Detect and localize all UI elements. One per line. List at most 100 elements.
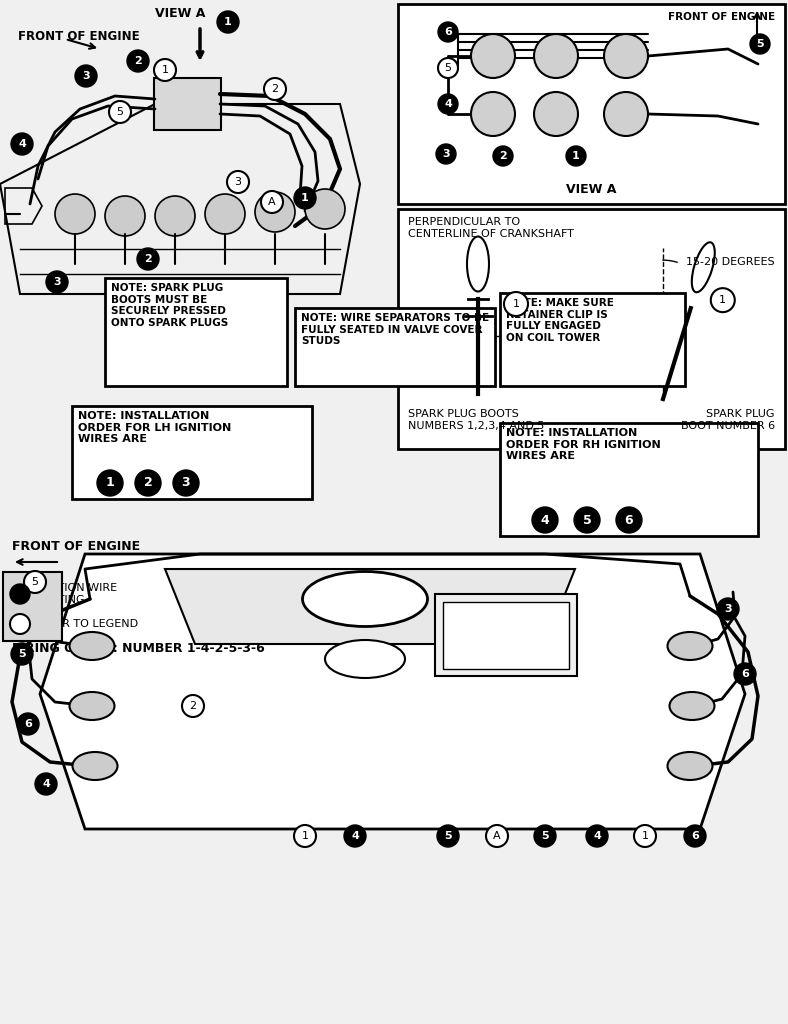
Circle shape <box>734 663 756 685</box>
Circle shape <box>217 11 239 33</box>
Circle shape <box>604 34 648 78</box>
Circle shape <box>534 92 578 136</box>
FancyBboxPatch shape <box>105 278 287 386</box>
Text: VIEW A: VIEW A <box>154 7 205 20</box>
Circle shape <box>264 78 286 100</box>
Circle shape <box>574 507 600 534</box>
Text: NOTE: WIRE SEPARATORS TO BE
FULLY SEATED IN VALVE COVER
STUDS: NOTE: WIRE SEPARATORS TO BE FULLY SEATED… <box>301 313 489 346</box>
Circle shape <box>55 194 95 234</box>
FancyBboxPatch shape <box>500 293 685 386</box>
Polygon shape <box>40 554 745 829</box>
Text: 6: 6 <box>24 719 32 729</box>
Circle shape <box>205 194 245 234</box>
Ellipse shape <box>667 752 712 780</box>
Text: 1: 1 <box>224 17 232 27</box>
Text: A: A <box>268 197 276 207</box>
FancyBboxPatch shape <box>443 602 569 669</box>
Ellipse shape <box>667 632 712 660</box>
Circle shape <box>109 101 131 123</box>
Circle shape <box>182 695 204 717</box>
Text: NOTE: MAKE SURE
RETAINER CLIP IS
FULLY ENGAGED
ON COIL TOWER: NOTE: MAKE SURE RETAINER CLIP IS FULLY E… <box>506 298 614 343</box>
Text: 3: 3 <box>235 177 241 187</box>
Circle shape <box>97 470 123 496</box>
Text: 1: 1 <box>512 299 519 309</box>
Circle shape <box>135 470 161 496</box>
Text: 3: 3 <box>182 476 191 489</box>
Circle shape <box>750 34 770 54</box>
Text: NOTE: INSTALLATION
ORDER FOR RH IGNITION
WIRES ARE: NOTE: INSTALLATION ORDER FOR RH IGNITION… <box>506 428 661 461</box>
Text: SPARK PLUG BOOTS
NUMBERS 1,2,3,4 AND 5: SPARK PLUG BOOTS NUMBERS 1,2,3,4 AND 5 <box>408 410 545 431</box>
Text: 5: 5 <box>756 39 764 49</box>
FancyBboxPatch shape <box>435 594 577 676</box>
Circle shape <box>534 825 556 847</box>
Text: 3: 3 <box>82 71 90 81</box>
Text: FRONT OF ENGINE: FRONT OF ENGINE <box>12 541 140 554</box>
Ellipse shape <box>467 237 489 292</box>
Text: 3: 3 <box>724 604 732 614</box>
Circle shape <box>255 193 295 232</box>
Circle shape <box>46 271 68 293</box>
Circle shape <box>471 92 515 136</box>
Text: 1: 1 <box>641 831 649 841</box>
Text: 5: 5 <box>541 831 548 841</box>
Circle shape <box>11 643 33 665</box>
Circle shape <box>532 507 558 534</box>
Text: 2: 2 <box>143 476 152 489</box>
Text: SPARK PLUG
BOOT NUMBER 6: SPARK PLUG BOOT NUMBER 6 <box>681 410 775 431</box>
Circle shape <box>261 191 283 213</box>
FancyBboxPatch shape <box>3 572 62 641</box>
Text: PERPENDICULAR TO
CENTERLINE OF CRANKSHAFT: PERPENDICULAR TO CENTERLINE OF CRANKSHAF… <box>408 217 574 239</box>
Circle shape <box>438 58 458 78</box>
Circle shape <box>10 584 30 604</box>
Text: VIEW A: VIEW A <box>567 183 617 196</box>
FancyBboxPatch shape <box>154 78 221 130</box>
Text: 4: 4 <box>541 513 549 526</box>
Text: 5: 5 <box>117 106 124 117</box>
Text: 6: 6 <box>741 669 749 679</box>
Text: 6: 6 <box>625 513 634 526</box>
Circle shape <box>35 773 57 795</box>
Circle shape <box>137 248 159 270</box>
Circle shape <box>486 825 508 847</box>
Circle shape <box>534 34 578 78</box>
Circle shape <box>566 146 586 166</box>
Text: NOTE: INSTALLATION
ORDER FOR LH IGNITION
WIRES ARE: NOTE: INSTALLATION ORDER FOR LH IGNITION… <box>78 411 231 444</box>
Circle shape <box>493 146 513 166</box>
Text: 1: 1 <box>301 193 309 203</box>
Circle shape <box>471 34 515 78</box>
Circle shape <box>155 196 195 236</box>
Circle shape <box>711 288 734 312</box>
Text: 5: 5 <box>444 831 452 841</box>
Circle shape <box>438 94 458 114</box>
Text: 3: 3 <box>442 150 450 159</box>
Text: 2: 2 <box>271 84 279 94</box>
Text: 15-20 DEGREES: 15-20 DEGREES <box>686 257 775 267</box>
Circle shape <box>437 825 459 847</box>
Ellipse shape <box>69 632 114 660</box>
FancyBboxPatch shape <box>295 308 495 386</box>
Ellipse shape <box>72 752 117 780</box>
Text: 4: 4 <box>351 831 359 841</box>
Circle shape <box>604 92 648 136</box>
FancyBboxPatch shape <box>398 4 785 204</box>
FancyBboxPatch shape <box>72 406 312 499</box>
Circle shape <box>616 507 642 534</box>
Ellipse shape <box>69 692 114 720</box>
Circle shape <box>586 825 608 847</box>
Text: 2: 2 <box>499 151 507 161</box>
Circle shape <box>294 825 316 847</box>
Text: 1: 1 <box>572 151 580 161</box>
Text: 1: 1 <box>162 65 169 75</box>
Text: IGNITION WIRE
ROUTING: IGNITION WIRE ROUTING <box>34 584 117 605</box>
Circle shape <box>11 133 33 155</box>
Text: A: A <box>493 831 501 841</box>
Circle shape <box>154 59 176 81</box>
FancyBboxPatch shape <box>398 209 785 449</box>
Circle shape <box>105 196 145 236</box>
Circle shape <box>227 171 249 193</box>
Text: FRONT OF ENGINE: FRONT OF ENGINE <box>668 12 775 22</box>
Ellipse shape <box>303 571 428 627</box>
Circle shape <box>24 571 46 593</box>
Circle shape <box>305 189 345 229</box>
Text: 5: 5 <box>18 649 26 659</box>
